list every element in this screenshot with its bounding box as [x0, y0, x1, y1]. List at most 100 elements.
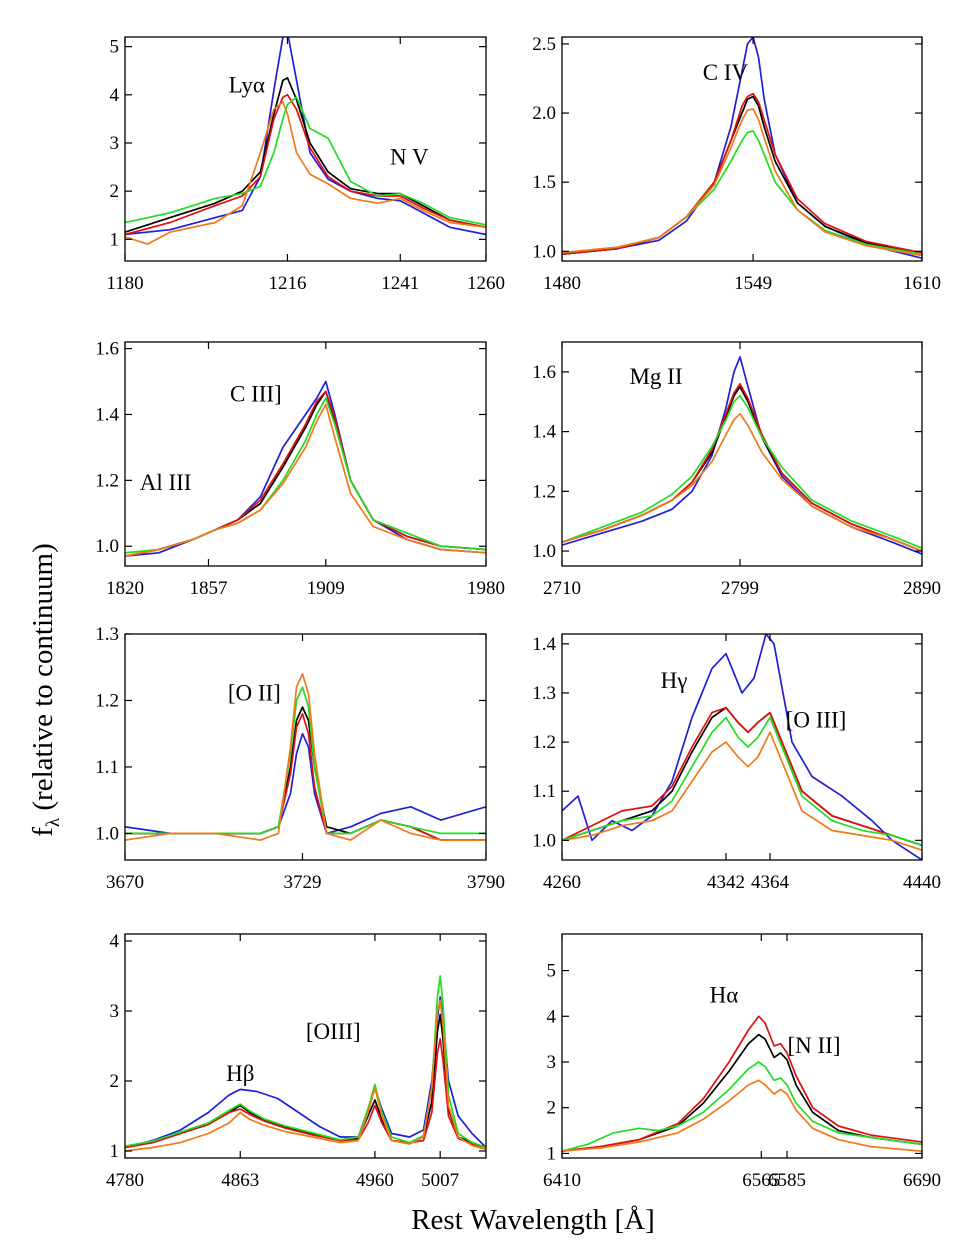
emission-line-label: Hβ	[226, 1061, 254, 1086]
x-tick-label: 1820	[106, 578, 144, 599]
series-line-black	[562, 1033, 922, 1152]
series-group	[562, 356, 922, 555]
emission-line-label: Hγ	[661, 668, 688, 693]
series-group	[562, 1015, 922, 1152]
x-tick-label: 3729	[283, 872, 321, 893]
x-tick-label: 1610	[903, 273, 941, 294]
x-tick-label: 4780	[106, 1170, 144, 1191]
y-tick-label: 3	[547, 1052, 557, 1073]
y-tick-label: 1.6	[532, 362, 556, 383]
series-line-green	[562, 716, 922, 847]
y-tick-label: 4	[547, 1006, 557, 1027]
y-tick-label: 1.1	[95, 757, 119, 778]
y-tick-label: 3	[110, 133, 120, 154]
y-tick-label: 1.4	[532, 634, 556, 655]
x-tick-label: 1241	[381, 273, 419, 294]
series-line-orange	[562, 412, 922, 552]
series-line-red	[562, 92, 922, 255]
y-tick-label: 1.0	[95, 536, 119, 557]
x-tick-label: 4440	[903, 872, 941, 893]
series-line-blue	[125, 380, 486, 557]
x-tick-label: 1180	[106, 273, 143, 294]
spectrum-panel-7: 4780 4863 4960 5007 1 2 3 4 Hβ [OIII]	[106, 931, 487, 1191]
series-line-green	[562, 130, 922, 255]
panel-frame	[561, 36, 923, 262]
series-line-orange	[562, 108, 922, 257]
series-group	[125, 975, 486, 1152]
x-tick-label: 1980	[467, 578, 505, 599]
spectrum-panel-3: 1820 1857 1909 1980 1.0 1.2 1.4 1.6 C III] Al III	[95, 339, 505, 599]
series-line-orange	[562, 1079, 922, 1152]
y-tick-label: 5	[547, 961, 557, 982]
y-tick-label: 1.0	[95, 823, 119, 844]
series-line-red	[125, 712, 486, 841]
x-tick-label: 6585	[768, 1170, 806, 1191]
spectrum-panel-1: 1180 1216 1241 1260 1 2 3 4 5 Lyα N V	[106, 36, 505, 294]
series-group	[125, 37, 486, 245]
y-tick-label: 2	[547, 1098, 557, 1119]
series-group	[562, 37, 922, 260]
series-line-blue	[125, 732, 486, 835]
y-axis-title: fλ (relative to continuum)	[27, 543, 64, 837]
series-line-green	[125, 975, 486, 1149]
y-tick-label: 1.6	[95, 339, 119, 360]
emission-line-label: Lyα	[229, 72, 265, 97]
y-axis-title-rest: (relative to continuum)	[27, 543, 59, 818]
y-tick-label: 1.0	[532, 541, 556, 562]
spectrum-panel-4: 2710 2799 2890 1.0 1.2 1.4 1.6 Mg II	[532, 341, 941, 599]
x-tick-label: 5007	[421, 1170, 459, 1191]
emission-line-label: Al III	[140, 470, 192, 495]
emission-line-label: C IV	[703, 60, 749, 85]
series-group	[562, 634, 922, 860]
x-tick-label: 1857	[189, 578, 227, 599]
spectrum-panel-2: 1480 1549 1610 1.0 1.5 2.0 2.5 C IV	[532, 34, 941, 294]
series-line-green	[562, 394, 922, 549]
series-line-green	[125, 686, 486, 835]
series-line-blue	[125, 37, 486, 236]
y-axis-title-subscript: λ	[43, 817, 64, 827]
series-line-orange	[125, 403, 486, 557]
panel-frame	[124, 633, 487, 861]
panel-frame	[124, 341, 487, 567]
y-tick-label: 1.3	[532, 683, 556, 704]
series-line-orange	[125, 101, 486, 245]
y-tick-label: 3	[110, 1001, 120, 1022]
emission-line-label: [OIII]	[306, 1019, 361, 1044]
x-tick-label: 1260	[467, 273, 505, 294]
y-tick-label: 2.5	[532, 34, 556, 55]
x-tick-label: 1549	[734, 273, 772, 294]
panel-frame	[124, 36, 487, 262]
x-tick-label: 1216	[268, 273, 306, 294]
series-line-red	[125, 1038, 486, 1149]
series-line-green	[125, 96, 486, 226]
x-tick-label: 4863	[221, 1170, 259, 1191]
x-tick-label: 6565	[742, 1170, 780, 1191]
emission-line-label: [O II]	[228, 680, 281, 705]
y-tick-label: 1	[547, 1143, 557, 1164]
y-tick-label: 1.2	[95, 470, 119, 491]
y-tick-label: 1.2	[532, 481, 556, 502]
x-tick-label: 3790	[467, 872, 505, 893]
panel-frame	[124, 933, 487, 1159]
series-line-orange	[125, 999, 486, 1152]
y-tick-label: 2	[110, 1071, 120, 1092]
y-tick-label: 1	[110, 1141, 120, 1162]
x-tick-label: 3670	[106, 872, 144, 893]
x-tick-label: 6690	[903, 1170, 941, 1191]
series-group	[125, 380, 486, 557]
x-tick-label: 4342	[707, 872, 745, 893]
x-tick-label: 4960	[356, 1170, 394, 1191]
y-tick-label: 1.1	[532, 781, 556, 802]
series-line-red	[562, 1015, 922, 1152]
spectrum-panel-6: 4260 4342 4364 4440 1.0 1.1 1.2 1.3 1.4 Hγ [O III]	[532, 633, 941, 893]
y-tick-label: 4	[110, 931, 120, 952]
x-tick-label: 2890	[903, 578, 941, 599]
y-tick-label: 2	[110, 181, 120, 202]
y-tick-label: 1.4	[95, 404, 119, 425]
series-line-blue	[562, 634, 922, 860]
series-line-black	[125, 706, 486, 841]
x-tick-label: 2710	[543, 578, 581, 599]
series-line-green	[562, 1061, 922, 1152]
